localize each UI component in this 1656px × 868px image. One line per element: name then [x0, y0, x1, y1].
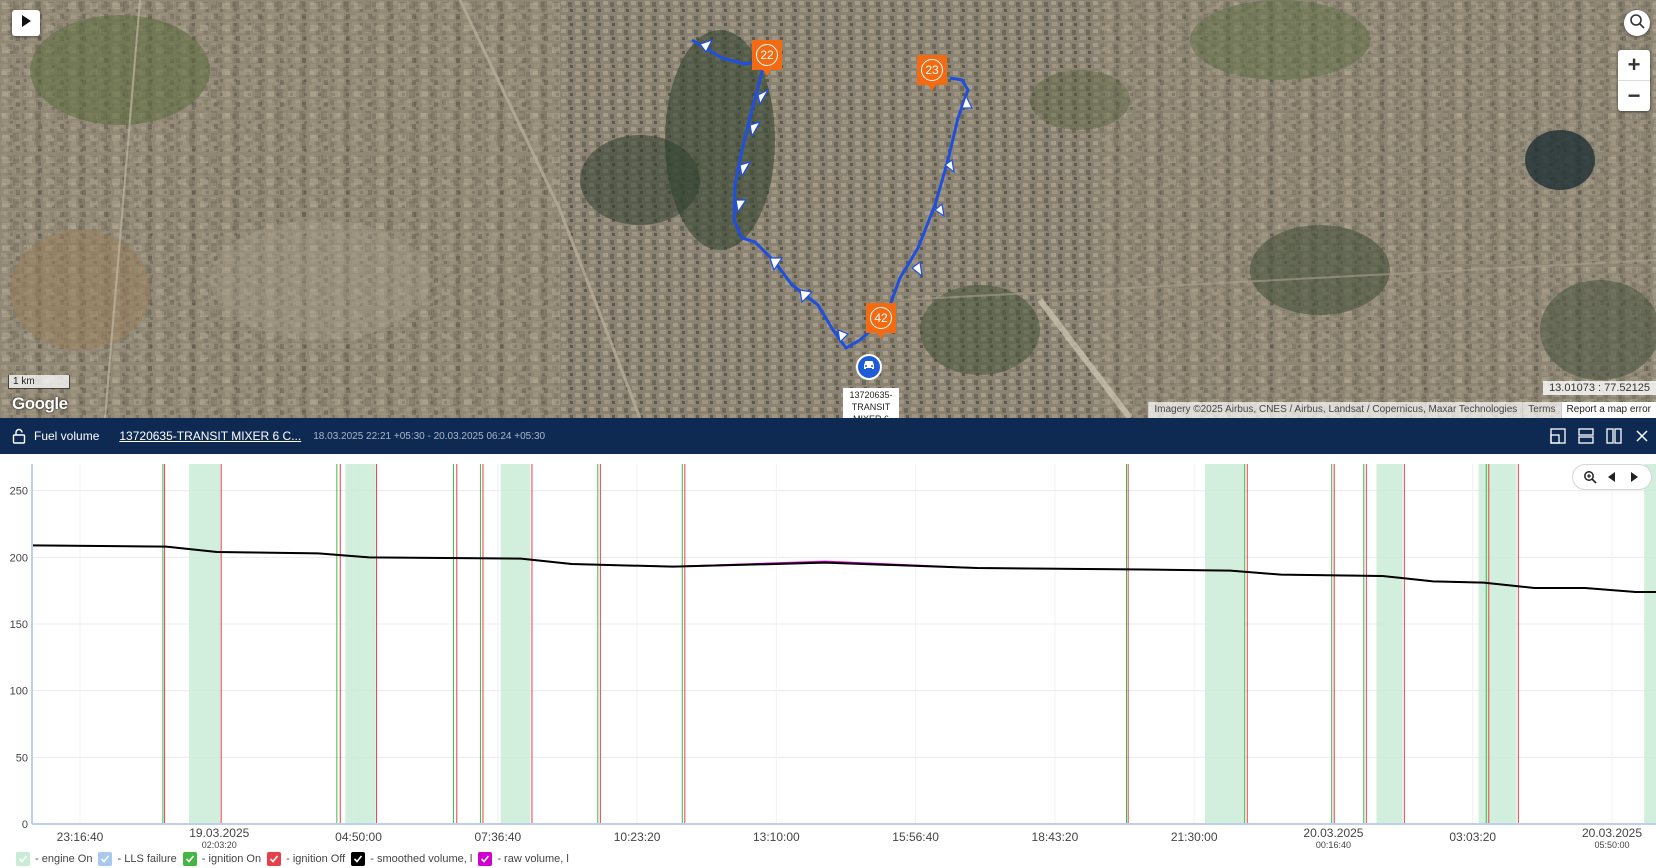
engine-on-interval	[500, 464, 531, 824]
legend-label: - LLS failure	[117, 853, 177, 865]
panel-header-tools	[1550, 418, 1656, 454]
unlock-icon[interactable]	[12, 428, 26, 444]
engine-on-interval	[189, 464, 221, 824]
map-search-button[interactable]	[1624, 10, 1650, 36]
chart-legend: - engine On - LLS failure - ignition On - i…	[16, 851, 575, 867]
smoothed-volume-line	[31, 544, 1656, 593]
x-tick-label: 13:10:00	[753, 830, 800, 844]
report-map-error-link[interactable]: Report a map error	[1560, 402, 1656, 418]
engine-on-interval	[1205, 464, 1245, 824]
engine-on-interval	[1644, 464, 1656, 824]
x-tick-label: 18:43:20	[1032, 830, 1079, 844]
cursor-coordinates: 13.01073 : 77.52125	[1543, 381, 1656, 395]
zoom-in-button[interactable]: +	[1627, 52, 1641, 77]
legend-label: - engine On	[35, 853, 93, 865]
terms-link[interactable]: Terms	[1522, 402, 1561, 418]
play-icon	[20, 14, 32, 33]
legend-label: - ignition Off	[286, 853, 346, 865]
x-tick-label: 03:03:20	[1449, 830, 1496, 844]
x-tick-label: 20.03.2025	[1303, 826, 1363, 840]
next-arrow-icon[interactable]	[1625, 468, 1643, 486]
chart-canvas[interactable]: 0 50 100 150 200 250 23:16:40 19.03.202502:03:2…	[0, 454, 1656, 852]
satellite-imagery[interactable]	[0, 0, 1656, 418]
y-tick-label: 250	[10, 486, 28, 498]
legend-checkbox[interactable]	[351, 852, 366, 866]
stop-marker-22[interactable]: 22	[752, 40, 782, 76]
y-tick-label: 200	[10, 552, 28, 564]
legend-checkbox[interactable]	[478, 852, 493, 866]
stop-marker-23[interactable]: 23	[917, 55, 947, 91]
zoom-out-button[interactable]: −	[1618, 80, 1650, 111]
x-tick-sublabel: 02:03:20	[202, 840, 237, 850]
car-icon	[862, 358, 876, 376]
legend-item[interactable]: - raw volume, l	[478, 852, 569, 866]
x-tick-sublabel: 00:16:40	[1316, 840, 1351, 850]
legend-item[interactable]: - ignition Off	[267, 852, 345, 866]
vehicle-label: 13720635-TRANSIT MIXER 6	[843, 388, 899, 418]
imagery-credit: Imagery ©2025 Airbus, CNES / Airbus, Lan…	[1148, 402, 1523, 418]
layout-icon[interactable]	[1550, 428, 1566, 444]
panel-title: Fuel volume	[34, 429, 100, 443]
period-range: 18.03.2025 22:21 +05:30 - 20.03.2025 06:…	[313, 430, 546, 442]
previous-arrow-icon[interactable]	[1603, 468, 1621, 486]
search-icon	[1629, 13, 1645, 34]
x-tick-label: 23:16:40	[57, 830, 104, 844]
legend-checkbox[interactable]	[98, 852, 113, 866]
chart-navigation	[1572, 464, 1652, 490]
x-tick-label: 10:23:20	[614, 830, 661, 844]
legend-checkbox[interactable]	[16, 852, 30, 866]
legend-checkbox[interactable]	[267, 852, 282, 866]
engine-on-interval	[1376, 464, 1403, 824]
legend-item[interactable]: - smoothed volume, l	[351, 852, 472, 866]
x-tick-label: 20.03.2025	[1582, 826, 1642, 840]
map-view[interactable]: + − 22 23 42 13720635-TRANSIT MIXER 6 1 …	[0, 0, 1656, 418]
x-tick-label: 19.03.2025	[189, 826, 249, 840]
marker-count: 22	[756, 44, 778, 66]
y-tick-label: 0	[22, 819, 28, 831]
x-tick-label: 04:50:00	[335, 830, 382, 844]
y-tick-label: 150	[10, 619, 28, 631]
legend-label: - smoothed volume, l	[370, 853, 473, 865]
marker-count: 42	[870, 307, 892, 329]
zoom-icon[interactable]	[1581, 468, 1599, 486]
y-tick-label: 100	[10, 686, 28, 698]
x-tick-label: 15:56:40	[892, 830, 939, 844]
close-icon[interactable]	[1634, 428, 1650, 444]
legend-item[interactable]: - ignition On	[182, 852, 262, 866]
google-logo: Google	[12, 394, 68, 413]
chart-panel-header: Fuel volume 13720635-TRANSIT MIXER 6 C..…	[0, 418, 1656, 454]
stop-marker-42[interactable]: 42	[866, 303, 896, 339]
route-track	[691, 38, 970, 350]
engine-on-interval	[1478, 464, 1517, 824]
x-tick-sublabel: 05:50:00	[1594, 840, 1629, 850]
legend-label: - ignition On	[201, 853, 262, 865]
unit-name-link[interactable]: 13720635-TRANSIT MIXER 6 C...	[119, 429, 302, 443]
engine-on-interval	[345, 464, 376, 824]
split-horizontal-icon[interactable]	[1578, 428, 1594, 444]
x-tick-label: 07:36:40	[474, 830, 521, 844]
legend-checkbox[interactable]	[182, 852, 197, 866]
legend-label: - raw volume, l	[497, 853, 569, 865]
play-button[interactable]	[12, 10, 40, 36]
map-scale: 1 km	[8, 375, 70, 389]
legend-item[interactable]: - engine On	[16, 852, 92, 866]
x-tick-label: 21:30:00	[1171, 830, 1218, 844]
vehicle-marker[interactable]	[856, 354, 882, 380]
zoom-control: + −	[1618, 50, 1650, 111]
y-tick-label: 50	[16, 752, 28, 764]
map-attribution: Imagery ©2025 Airbus, CNES / Airbus, Lan…	[1148, 402, 1656, 418]
fuel-volume-chart[interactable]: 0 50 100 150 200 250 23:16:40 19.03.2025 02:03:2…	[0, 454, 1656, 852]
marker-count: 23	[921, 59, 943, 81]
split-vertical-icon[interactable]	[1606, 428, 1622, 444]
legend-item[interactable]: - LLS failure	[98, 852, 177, 866]
